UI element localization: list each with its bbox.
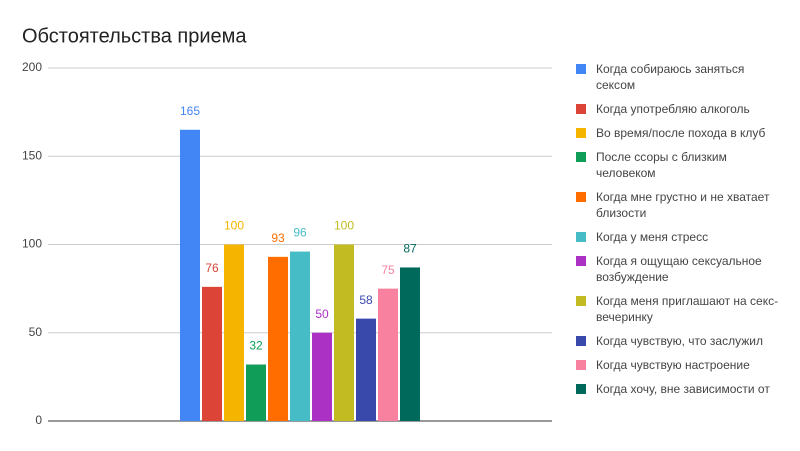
legend-item: Во время/после похода в клуб	[574, 125, 794, 141]
legend-item: Когда мне грустно и не хватает близости	[574, 189, 794, 221]
bar	[334, 244, 354, 421]
legend-label: Когда я ощущаю сексуальное возбуждение	[596, 254, 762, 284]
bar	[246, 364, 266, 421]
legend-label: Когда меня приглашают на секс-вечеринку	[596, 294, 779, 324]
y-tick-label: 150	[22, 148, 42, 162]
data-label: 32	[249, 339, 263, 353]
bar	[268, 256, 288, 421]
legend-item: После ссоры с близким человеком	[574, 149, 794, 181]
y-tick-label: 100	[22, 237, 42, 251]
data-label: 58	[359, 293, 373, 307]
legend-swatch	[576, 296, 586, 306]
legend: Когда собираюсь заняться сексом Когда упо…	[574, 61, 794, 405]
legend-swatch	[576, 256, 586, 266]
legend-label: Когда мне грустно и не хватает близости	[596, 190, 770, 220]
legend-label: Когда хочу, вне зависимости от	[596, 382, 770, 396]
data-label: 50	[315, 307, 329, 321]
legend-label: Во время/после похода в клуб	[596, 126, 766, 140]
data-label: 100	[224, 219, 244, 233]
y-tick-label: 50	[29, 325, 43, 339]
bar	[400, 267, 420, 421]
legend-item: Когда чувствую настроение	[574, 357, 794, 373]
legend-label: Когда собираюсь заняться сексом	[596, 62, 745, 92]
data-label: 75	[381, 263, 395, 277]
legend-item: Когда собираюсь заняться сексом	[574, 61, 794, 93]
legend-swatch	[576, 360, 586, 370]
legend-label: Когда у меня стресс	[596, 230, 709, 244]
bar	[290, 251, 310, 421]
data-label: 165	[180, 104, 200, 118]
legend-item: Когда хочу, вне зависимости от	[574, 381, 794, 397]
y-tick-label: 200	[22, 60, 42, 74]
bar	[202, 286, 222, 421]
legend-swatch	[576, 64, 586, 74]
data-label: 76	[205, 261, 219, 275]
legend-label: Когда употребляю алкоголь	[596, 102, 750, 116]
legend-swatch	[576, 192, 586, 202]
legend-item: Когда употребляю алкоголь	[574, 101, 794, 117]
legend-swatch	[576, 152, 586, 162]
legend-swatch	[576, 232, 586, 242]
legend-label: Когда чувствую настроение	[596, 358, 750, 372]
legend-item: Когда меня приглашают на секс-вечеринку	[574, 293, 794, 325]
y-tick-label: 0	[35, 413, 42, 427]
bar	[378, 288, 398, 421]
bar	[312, 332, 332, 421]
legend-item: Когда чувствую, что заслужил	[574, 333, 794, 349]
legend-label: После ссоры с близким человеком	[596, 150, 727, 180]
legend-swatch	[576, 104, 586, 114]
bar	[224, 244, 244, 421]
legend-swatch	[576, 128, 586, 138]
bar	[356, 318, 376, 421]
legend-swatch	[576, 336, 586, 346]
data-label: 100	[334, 219, 354, 233]
legend-item: Когда у меня стресс	[574, 229, 794, 245]
legend-swatch	[576, 384, 586, 394]
legend-label: Когда чувствую, что заслужил	[596, 334, 763, 348]
legend-item: Когда я ощущаю сексуальное возбуждение	[574, 253, 794, 285]
chart-title: Обстоятельства приема	[22, 25, 247, 47]
bar	[180, 129, 200, 421]
data-label: 96	[293, 226, 307, 240]
data-label: 87	[403, 242, 417, 256]
data-label: 93	[271, 231, 285, 245]
